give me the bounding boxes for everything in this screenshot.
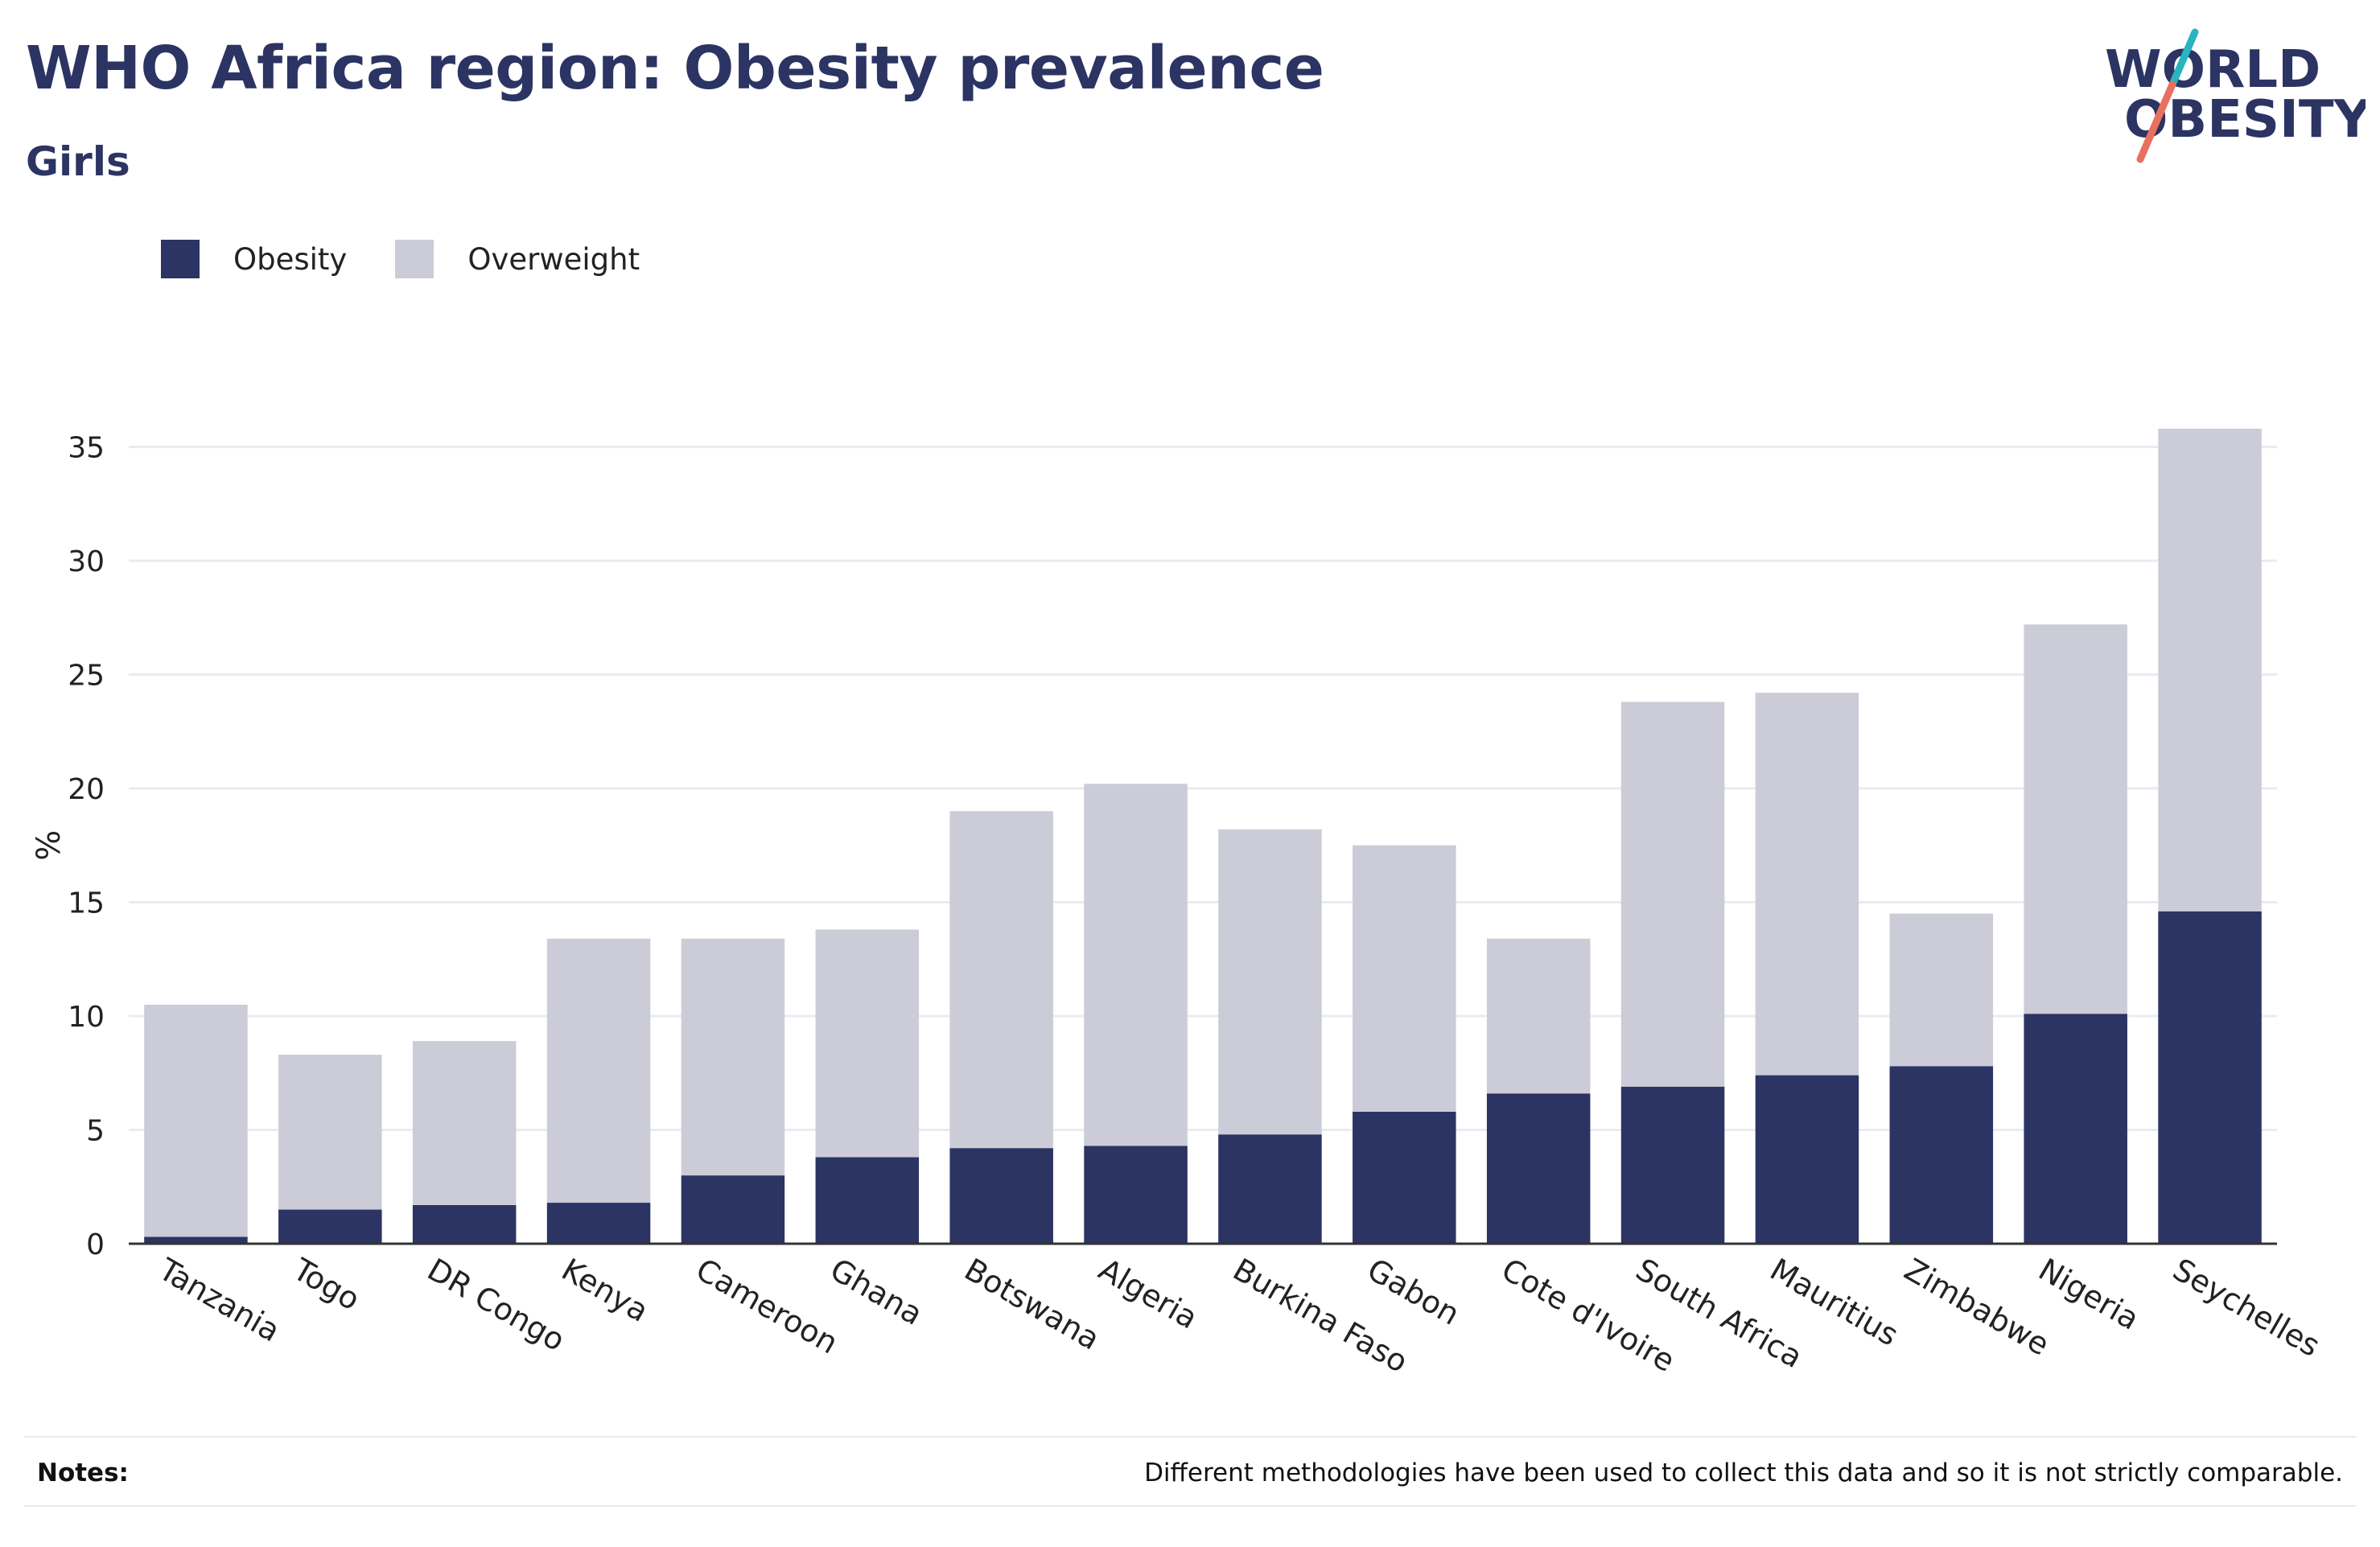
bar-overweight xyxy=(681,938,785,1176)
y-tick-label: 30 xyxy=(68,545,105,578)
world-obesity-logo: WORLD OBESITY xyxy=(2105,28,2366,163)
bar-obesity xyxy=(1084,1146,1188,1244)
logo-word-world: WORLD xyxy=(2105,40,2320,100)
bar-overweight xyxy=(1218,829,1322,1135)
bar-overweight xyxy=(949,811,1053,1149)
logo-slash-top xyxy=(2168,28,2199,88)
notes-bar: Notes: Different methodologies have been… xyxy=(24,1436,2356,1507)
bar-obesity xyxy=(144,1236,248,1244)
x-tick-label: Algeria xyxy=(1093,1252,1204,1336)
bar-obesity xyxy=(2024,1014,2127,1244)
y-tick-label: 10 xyxy=(68,1001,105,1034)
bar-overweight xyxy=(2158,428,2262,911)
bar-overweight xyxy=(412,1041,517,1205)
x-tick-label: Seychelles xyxy=(2167,1252,2325,1364)
bar-obesity xyxy=(949,1148,1053,1244)
chart-subtitle: Girls xyxy=(26,138,130,185)
bar-overweight xyxy=(1486,938,1591,1094)
x-tick-label: Kenya xyxy=(556,1252,655,1329)
bar-obesity xyxy=(815,1157,920,1244)
bar-obesity xyxy=(1353,1111,1456,1244)
legend-item-overweight[interactable]: Overweight xyxy=(395,240,640,278)
bar-overweight xyxy=(1353,845,1456,1112)
bar-obesity xyxy=(1620,1086,1725,1244)
bar-obesity xyxy=(1755,1075,1859,1244)
bar-overweight xyxy=(1620,701,1725,1087)
bar-overweight xyxy=(1084,784,1188,1146)
notes-text: Different methodologies have been used t… xyxy=(1144,1459,2343,1487)
chart-legend: Obesity Overweight xyxy=(161,240,688,278)
legend-item-obesity[interactable]: Obesity xyxy=(161,240,347,278)
x-tick-label: Botswana xyxy=(958,1252,1106,1357)
x-tick-label: Gabon xyxy=(1361,1252,1466,1332)
y-tick-label: 0 xyxy=(86,1228,105,1261)
bar-obesity xyxy=(546,1203,651,1244)
bar-obesity xyxy=(2158,911,2262,1244)
bar-obesity xyxy=(1218,1134,1322,1244)
bar-overweight xyxy=(278,1055,382,1210)
y-tick-label: 35 xyxy=(68,432,105,465)
bar-overweight xyxy=(2024,624,2127,1014)
x-tick-label: DR Congo xyxy=(422,1252,571,1359)
legend-label-overweight: Overweight xyxy=(467,241,640,277)
x-tick-label: Zimbabwe xyxy=(1898,1252,2055,1363)
logo-slash-bottom xyxy=(2136,80,2176,163)
x-tick-label: Cameroon xyxy=(690,1252,844,1361)
bar-obesity xyxy=(1486,1093,1591,1244)
chart-title: WHO Africa region: Obesity prevalence xyxy=(26,34,1324,103)
bar-overweight xyxy=(815,929,920,1158)
x-tick-label: Nigeria xyxy=(2032,1252,2145,1337)
bar-overweight xyxy=(1889,913,1994,1067)
bar-obesity xyxy=(412,1204,517,1244)
x-tick-label: Tanzania xyxy=(152,1251,286,1348)
bar-overweight xyxy=(546,938,651,1203)
y-tick-label: 15 xyxy=(68,887,105,920)
bar-overweight xyxy=(144,1004,248,1237)
y-tick-label: 5 xyxy=(86,1115,105,1148)
y-axis-label: % xyxy=(31,830,68,861)
x-tick-label: Togo xyxy=(286,1251,366,1317)
notes-label: Notes: xyxy=(37,1459,129,1487)
y-tick-label: 25 xyxy=(68,660,105,693)
bar-obesity xyxy=(278,1209,382,1244)
stacked-bar-chart: 0 5 10 15 20 25 30 35% Tanzania Togo DR CongoKenya… xyxy=(31,428,2326,1380)
x-tick-label: Ghana xyxy=(824,1252,929,1332)
y-tick-label: 20 xyxy=(68,773,105,806)
legend-label-obesity: Obesity xyxy=(233,241,348,277)
legend-swatch-obesity xyxy=(161,240,200,278)
bar-obesity xyxy=(681,1175,785,1244)
legend-swatch-overweight xyxy=(395,240,434,278)
bar-overweight xyxy=(1755,693,1859,1076)
bar-obesity xyxy=(1889,1066,1994,1244)
